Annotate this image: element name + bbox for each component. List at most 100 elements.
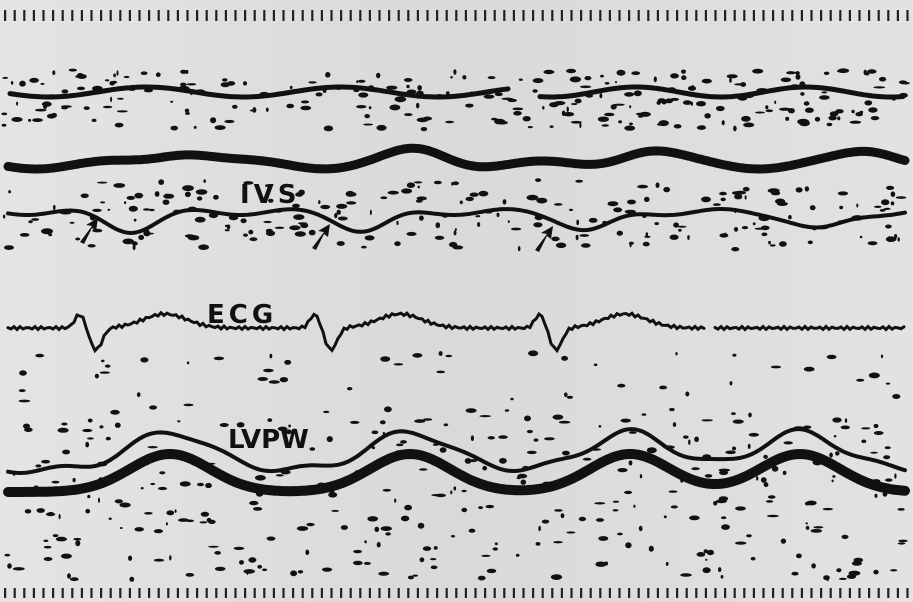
tick — [52, 588, 55, 598]
tick — [244, 10, 247, 21]
speckle-dot — [435, 222, 441, 229]
speckle-dot — [143, 88, 153, 93]
tick — [349, 588, 352, 598]
speckle-dot — [300, 100, 310, 104]
speckle-dot — [92, 85, 103, 92]
speckle-dot — [880, 354, 884, 359]
speckle-dot — [549, 125, 554, 128]
speckle-dot — [58, 513, 61, 520]
tick — [455, 10, 458, 21]
speckle-dot — [791, 571, 799, 576]
tick — [685, 588, 688, 598]
speckle-dot — [724, 232, 727, 235]
speckle-dot — [561, 355, 568, 361]
speckle-dot — [690, 101, 693, 106]
time-ticks — [4, 10, 909, 598]
lvpw-upper-trace — [6, 427, 907, 476]
speckle-dot — [414, 419, 426, 423]
speckle-dot — [731, 412, 736, 415]
tick — [388, 588, 391, 598]
speckle-dot — [790, 84, 800, 89]
speckle-dot — [598, 536, 609, 541]
speckle-dot — [475, 215, 481, 218]
speckle-dot — [566, 531, 576, 534]
speckle-dot — [253, 507, 263, 511]
speckle-dot — [48, 233, 53, 237]
tick — [877, 588, 880, 598]
tick — [13, 10, 16, 21]
tick — [4, 10, 7, 21]
speckle-dot — [589, 448, 602, 451]
speckle-dot — [173, 209, 182, 214]
speckle-dot — [265, 184, 270, 188]
speckle-dot — [453, 486, 457, 491]
tick — [887, 10, 890, 21]
speckle-dot — [835, 451, 840, 456]
speckle-dot — [186, 83, 197, 86]
speckle-dot — [265, 230, 276, 237]
speckle-dot — [59, 211, 72, 215]
speckle-dot — [873, 431, 884, 435]
speckle-dot — [2, 214, 6, 219]
speckle-dot — [734, 208, 737, 214]
speckle-dot — [76, 86, 86, 91]
speckle-dot — [336, 209, 341, 215]
speckle-dot — [452, 245, 464, 250]
speckle-dot — [417, 522, 425, 529]
speckle-dot — [337, 216, 348, 221]
speckle-dot — [188, 458, 199, 462]
tick — [71, 10, 74, 21]
speckle-dot — [114, 499, 123, 504]
speckle-dot — [296, 526, 309, 531]
speckle-dot — [526, 450, 537, 455]
speckle-dot — [98, 477, 104, 482]
speckle-dot — [129, 576, 135, 582]
speckle-dot — [254, 475, 266, 481]
speckle-dot — [206, 517, 212, 523]
speckle-dot — [382, 488, 392, 492]
speckle-dot — [890, 201, 895, 206]
speckle-dot — [517, 245, 521, 252]
speckle-dot — [601, 124, 609, 127]
speckle-dot — [518, 78, 523, 81]
speckle-dot — [406, 89, 417, 95]
speckle-dot — [788, 215, 792, 220]
speckle-dot — [4, 245, 14, 251]
speckle-dot — [41, 228, 53, 235]
speckle-dot — [195, 189, 208, 195]
tick — [868, 588, 871, 598]
tick — [397, 588, 400, 598]
tick — [810, 588, 813, 598]
tick — [128, 588, 131, 598]
speckle-dot — [468, 91, 476, 95]
speckle-dot — [358, 92, 369, 98]
speckle-dot — [624, 125, 636, 131]
speckle-dot — [663, 515, 667, 519]
speckle-dot — [325, 72, 331, 78]
speckle-dot — [532, 89, 538, 93]
speckle-dot — [701, 419, 713, 422]
speckle-dot — [826, 122, 833, 127]
tick — [301, 588, 304, 598]
tick — [618, 588, 621, 598]
arrow — [80, 218, 98, 244]
speckle-dot — [187, 206, 197, 211]
speckle-dot — [524, 415, 531, 422]
speckle-dot — [844, 418, 848, 423]
speckle-dot — [861, 427, 871, 430]
tick — [100, 10, 103, 21]
speckle-dot — [635, 112, 644, 116]
speckle-dot — [138, 234, 145, 241]
speckle-dot — [731, 191, 744, 195]
speckle-dot — [804, 186, 810, 192]
arrows — [80, 218, 553, 252]
speckle-dot — [407, 575, 414, 580]
tick — [330, 588, 333, 598]
speckle-dot — [441, 212, 449, 218]
speckle-dot — [376, 124, 387, 131]
speckle-dot — [183, 403, 194, 407]
speckle-dot — [243, 181, 254, 185]
speckle-dot — [663, 186, 671, 193]
tick — [80, 10, 83, 21]
